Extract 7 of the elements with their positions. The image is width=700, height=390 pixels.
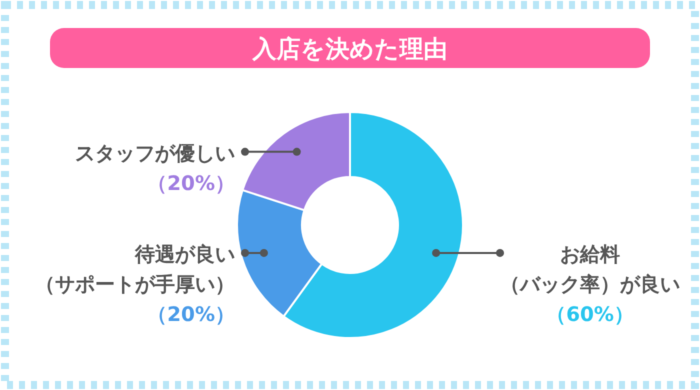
slice-label: スタッフが優しい [75, 140, 235, 165]
data-label: （60%） [546, 302, 634, 326]
data-label: （20%） [147, 302, 235, 326]
slice-label: お給料（バック率）が良い [500, 242, 680, 296]
data-label: （20%） [147, 170, 235, 195]
chart-title: 入店を決めた理由 [252, 35, 448, 63]
slice-label: 待遇が良い（サポートが手厚い） [35, 242, 235, 296]
